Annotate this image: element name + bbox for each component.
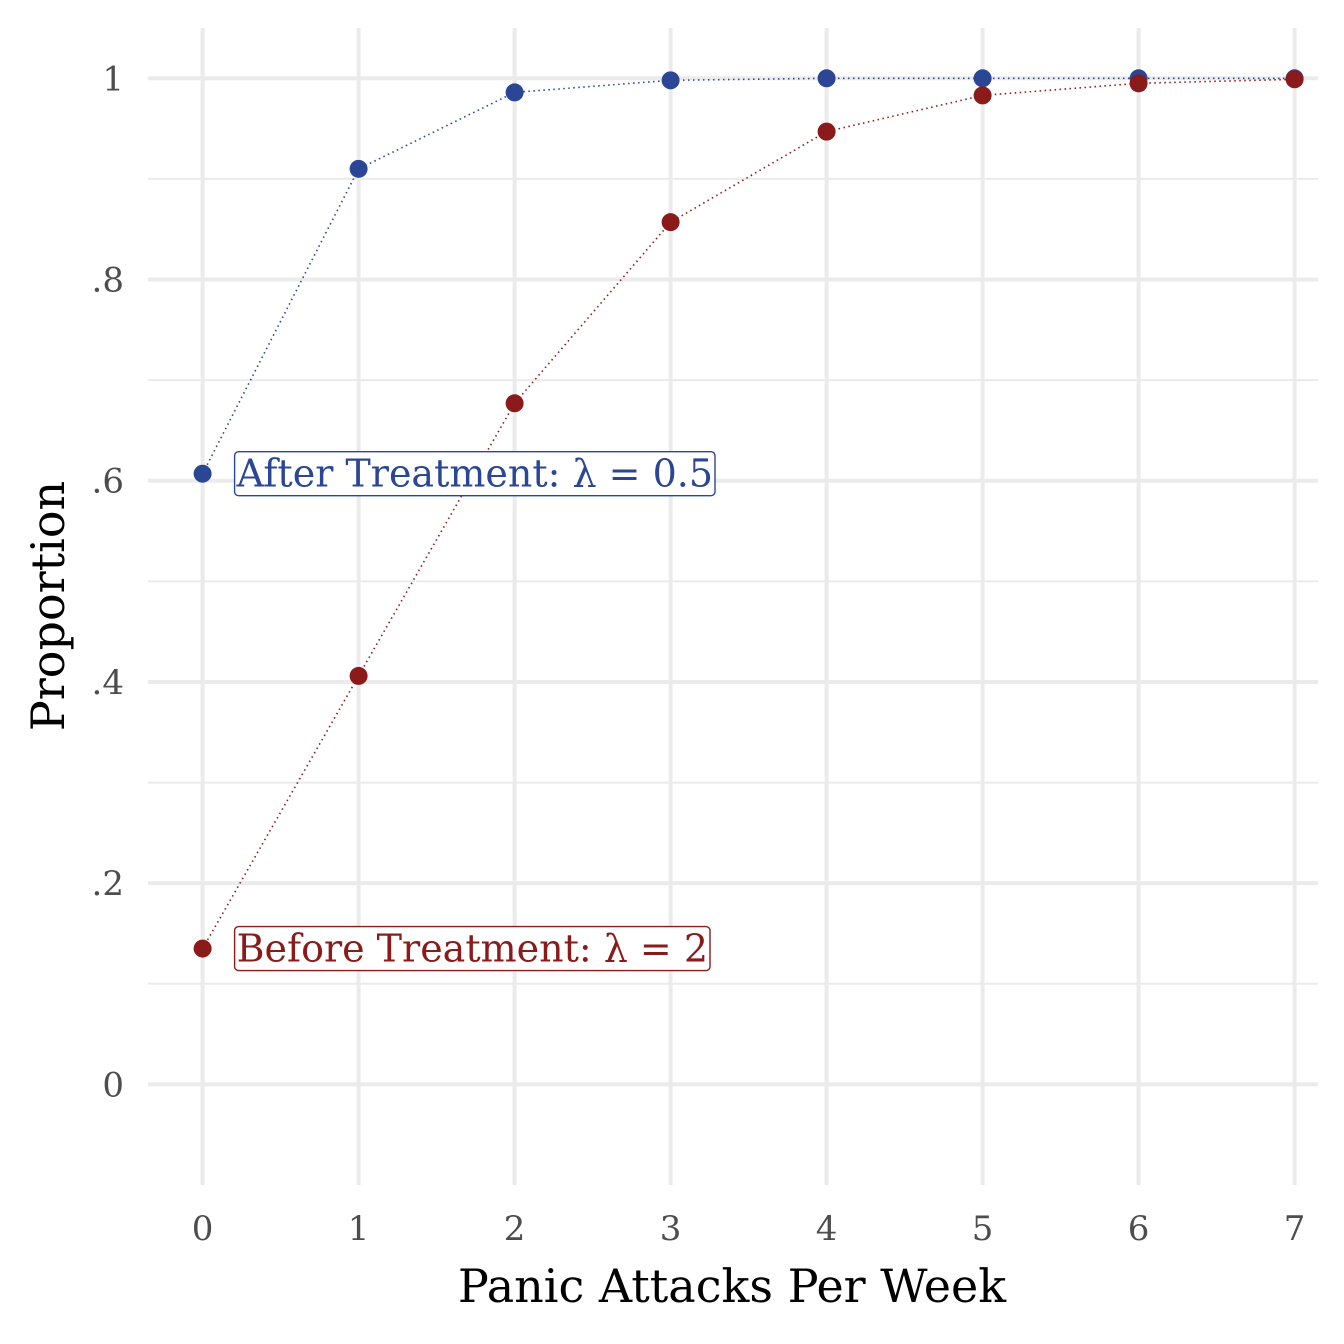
grid [148,28,1318,1185]
x-tick-label: 3 [660,1209,682,1249]
data-point [1129,74,1148,93]
data-point [193,939,212,958]
y-tick-label: 0 [102,1065,124,1105]
series-label-text: After Treatment: λ = 0.5 [236,452,713,496]
series-label-box [233,925,711,972]
y-tick-label: .8 [92,261,124,301]
data-point [817,69,836,88]
series-label-box [233,450,716,497]
y-tick-label: 1 [102,59,124,99]
series-labels: After Treatment: λ = 0.5 Before Treatment… [233,450,716,972]
x-tick-label: 4 [816,1209,838,1249]
series-label-text: Before Treatment: λ = 2 [237,927,708,971]
x-tick-label: 2 [504,1209,526,1249]
x-tick-label: 1 [348,1209,370,1249]
series-label: After Treatment: λ = 0.5 [233,450,716,497]
data-point [349,159,368,178]
data-point [661,71,680,90]
data-points [193,69,1304,958]
data-point [1285,70,1304,89]
x-axis-title: Panic Attacks Per Week [458,1259,1007,1313]
data-point [973,69,992,88]
tick-labels: 0 .2 .4 .6 .8 1 0 1 2 3 4 5 6 7 [92,59,1306,1249]
data-point [349,666,368,685]
x-tick-label: 0 [192,1209,214,1249]
data-point [661,213,680,232]
data-point [817,122,836,141]
y-tick-label: .6 [92,462,124,502]
data-point [973,86,992,105]
y-axis-title: Proportion [21,481,75,731]
series-lines [201,77,1295,949]
x-tick-label: 7 [1284,1209,1306,1249]
data-point [193,464,212,483]
data-point [505,83,524,102]
y-tick-label: .2 [92,864,124,904]
x-tick-label: 6 [1128,1209,1150,1249]
y-tick-label: .4 [92,663,124,703]
series-line [201,78,1295,949]
series-line [201,77,1295,475]
data-point [505,394,524,413]
series-label: Before Treatment: λ = 2 [233,925,711,972]
x-tick-label: 5 [972,1209,994,1249]
